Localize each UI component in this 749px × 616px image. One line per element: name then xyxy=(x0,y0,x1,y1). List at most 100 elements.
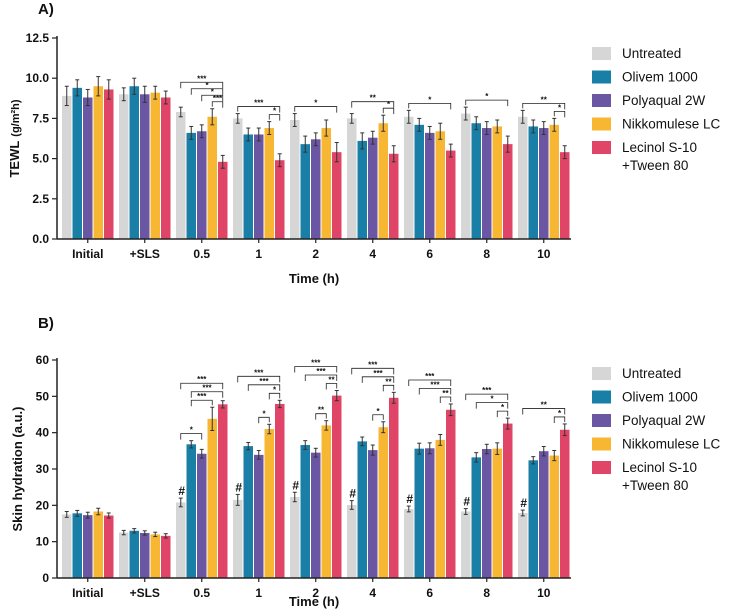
panel-b-sig-bracket-0-5-1 xyxy=(190,399,213,407)
panel-a-bar-untreated-6 xyxy=(404,116,414,239)
panel-a-sig-bracket-6-0-label: * xyxy=(428,95,432,104)
panel-a-bar-polyaqual-2w-0-5 xyxy=(197,131,207,239)
panel-b-sig-bracket-10-0 xyxy=(553,416,566,423)
panel-a-bar-olivem-1000-8 xyxy=(471,123,481,239)
panel-b-bar-lecinol-s-10-tween-80-4 xyxy=(389,397,399,578)
panel-b-bar-olivem-1000-4 xyxy=(357,441,367,578)
panel-b-bar-olivem-1000-initial xyxy=(72,513,82,578)
panel-b-x-tick-label-1: 1 xyxy=(255,586,262,600)
panel-b-sig-bracket-8-1 xyxy=(475,402,509,409)
panel-b-legend-label-lecinol-s-10-line2: +Tween 80 xyxy=(622,478,688,493)
panel-a-x-tick-label-initial: Initial xyxy=(72,247,103,261)
panel-b-x-tick-label-0-5: 0.5 xyxy=(193,586,210,600)
panel-a-legend-label-polyaqual-2w: Polyaqual 2W xyxy=(622,93,706,108)
panel-a-sig-bracket-10-1 xyxy=(522,102,566,110)
panel-a-sig-bracket-0-5-0-label: *** xyxy=(213,94,223,103)
panel-a-bar-nikkomulese-lc-6 xyxy=(435,131,445,239)
panel-a-sig-bracket-10-0 xyxy=(553,111,566,118)
panel-a-sig-bracket-4-1 xyxy=(351,101,395,108)
panel-b-sig-bracket-4-1 xyxy=(382,384,395,392)
panel-a-sig-bracket-0-5-2-label: * xyxy=(205,81,209,90)
panel-a-legend-swatch-olivem-1000 xyxy=(592,70,611,84)
panel-b-bar-lecinol-s-10-tween-80-sls xyxy=(161,535,171,578)
panel-a-legend-label-lecinol-s-10: Lecinol S-10 xyxy=(622,140,697,155)
panel-a-bar-nikkomulese-lc-10 xyxy=(549,124,559,239)
legend-panel-b: Untreated Olivem 1000 Polyaqual 2W Nikkomul… xyxy=(592,366,721,493)
panel-b-bar-olivem-1000-1 xyxy=(243,446,253,578)
panel-a-y-axis-title: TEWL (g/m²h) xyxy=(7,99,22,177)
panel-a-bar-polyaqual-2w-10 xyxy=(539,128,549,239)
panel-a-bar-polyaqual-2w-4 xyxy=(368,137,378,239)
panel-b-bar-nikkomulese-lc-6 xyxy=(435,439,445,578)
panel-b-bar-untreated-0-5 xyxy=(176,502,186,578)
panel-a-sig-bracket-10-0-label: * xyxy=(558,103,562,112)
panel-a-label: A) xyxy=(38,1,54,18)
panel-a-sig-bracket-0-5-1-label: * xyxy=(211,87,215,96)
panel-b-legend-swatch-lecinol-s-10 xyxy=(592,461,611,474)
panel-a-bar-olivem-1000-10 xyxy=(528,126,538,239)
panel-a-bar-untreated-sls xyxy=(119,94,129,239)
panel-b-hash-mark-10: # xyxy=(520,496,527,510)
panel-a-bar-nikkomulese-lc-1 xyxy=(264,128,274,239)
panel-b-y-tick-label-6: 60 xyxy=(36,353,50,367)
panel-a-bar-lecinol-s-10-tween-80-2 xyxy=(332,152,342,239)
panel-b-bar-lecinol-s-10-tween-80-8 xyxy=(503,423,513,578)
panel-b-sig-bracket-0-5-3 xyxy=(180,382,224,390)
panel-b-sig-bracket-1-1-label: * xyxy=(273,385,277,394)
panel-b-y-tick-label-3: 30 xyxy=(36,462,50,476)
panel-b-sig-bracket-1-3 xyxy=(237,375,281,383)
panel-b-bar-olivem-1000-sls xyxy=(129,530,139,578)
panel-b-sig-bracket-8-2 xyxy=(465,393,509,401)
panel-b-bar-polyaqual-2w-initial xyxy=(83,515,93,578)
panel-b-bar-nikkomulese-lc-1 xyxy=(264,429,274,578)
panel-a-sig-bracket-1-0-label: * xyxy=(273,107,277,116)
panel-b-x-tick-label-4: 4 xyxy=(369,586,376,600)
panel-b-bar-polyaqual-2w-10 xyxy=(539,451,549,578)
panel-b-bar-nikkomulese-lc-2 xyxy=(321,425,331,578)
panel-a-legend-label-olivem-1000: Olivem 1000 xyxy=(622,70,698,85)
panel-b-legend-label-lecinol-s-10: Lecinol S-10 xyxy=(622,460,697,475)
panel-a-sig-bracket-8-0-label: * xyxy=(485,92,489,101)
panel-b-sig-bracket-6-0 xyxy=(439,396,452,403)
panel-a-sig-bracket-8-0 xyxy=(465,99,509,107)
panel-a-sig-bracket-1-0 xyxy=(268,114,281,121)
panel-a-bar-lecinol-s-10-tween-80-6 xyxy=(446,150,456,239)
panel-b-bar-olivem-1000-2 xyxy=(300,445,310,578)
panel-b-bar-lecinol-s-10-tween-80-6 xyxy=(446,409,456,578)
panel-a-bar-polyaqual-2w-initial xyxy=(83,97,93,239)
panel-b-bar-nikkomulese-lc-sls xyxy=(150,534,160,578)
panel-b-legend-label-polyaqual-2w: Polyaqual 2W xyxy=(622,413,706,428)
panel-b-sig-bracket-8-0-label: * xyxy=(501,403,505,412)
panel-a-bar-nikkomulese-lc-initial xyxy=(93,86,103,240)
panel-b-bar-untreated-6 xyxy=(404,508,414,578)
panel-b-y-axis-title: Skin hydration (a.u.) xyxy=(10,407,25,532)
panel-b-sig-bracket-6-1-label: *** xyxy=(430,380,440,389)
panel-a-bar-olivem-1000-6 xyxy=(414,124,424,239)
panel-a-bar-polyaqual-2w-2 xyxy=(311,139,321,239)
panel-b-legend-swatch-olivem-1000 xyxy=(592,390,611,404)
panel-a-legend-swatch-polyaqual-2w xyxy=(592,94,611,107)
panel-a-y-tick-label-5: 12.5 xyxy=(26,31,50,45)
panel-b-legend-swatch-polyaqual-2w xyxy=(592,414,611,427)
panel-b-bar-polyaqual-2w-sls xyxy=(140,532,150,578)
panel-b-y-axis-title-main: Skin hydration (a.u.) xyxy=(10,407,25,532)
panel-b-sig-bracket-2-3 xyxy=(294,366,338,373)
panel-b-sig-bracket-0-5-0-label: * xyxy=(190,426,194,435)
panel-a-sig-bracket-0-5-3-label: *** xyxy=(197,74,207,83)
panel-a-bar-lecinol-s-10-tween-80-0-5 xyxy=(218,161,228,239)
panel-b-sig-bracket-8-2-label: *** xyxy=(482,386,492,395)
panel-a-x-tick-label-8: 8 xyxy=(483,247,490,261)
panel-a-bar-nikkomulese-lc-0-5 xyxy=(207,116,217,239)
panel-b-hash-mark-0-5: # xyxy=(178,484,185,498)
panel-b-sig-bracket-0-5-2 xyxy=(190,391,224,398)
panel-b-y-tick-label-1: 10 xyxy=(36,535,50,549)
panel-b-bar-lecinol-s-10-tween-80-2 xyxy=(332,395,342,578)
panel-a-sig-bracket-4-0 xyxy=(382,107,395,115)
panel-a-bar-nikkomulese-lc-sls xyxy=(150,92,160,239)
panel-a-bar-polyaqual-2w-8 xyxy=(482,128,492,239)
panel-b-bar-nikkomulese-lc-10 xyxy=(549,455,559,578)
panel-a-legend-swatch-nikkomulese-lc xyxy=(592,117,611,131)
panel-a-bar-polyaqual-2w-1 xyxy=(254,134,264,239)
panel-b-sig-bracket-8-1-label: * xyxy=(490,395,494,404)
panel-a-x-tick-label-0-5: 0.5 xyxy=(193,247,210,261)
